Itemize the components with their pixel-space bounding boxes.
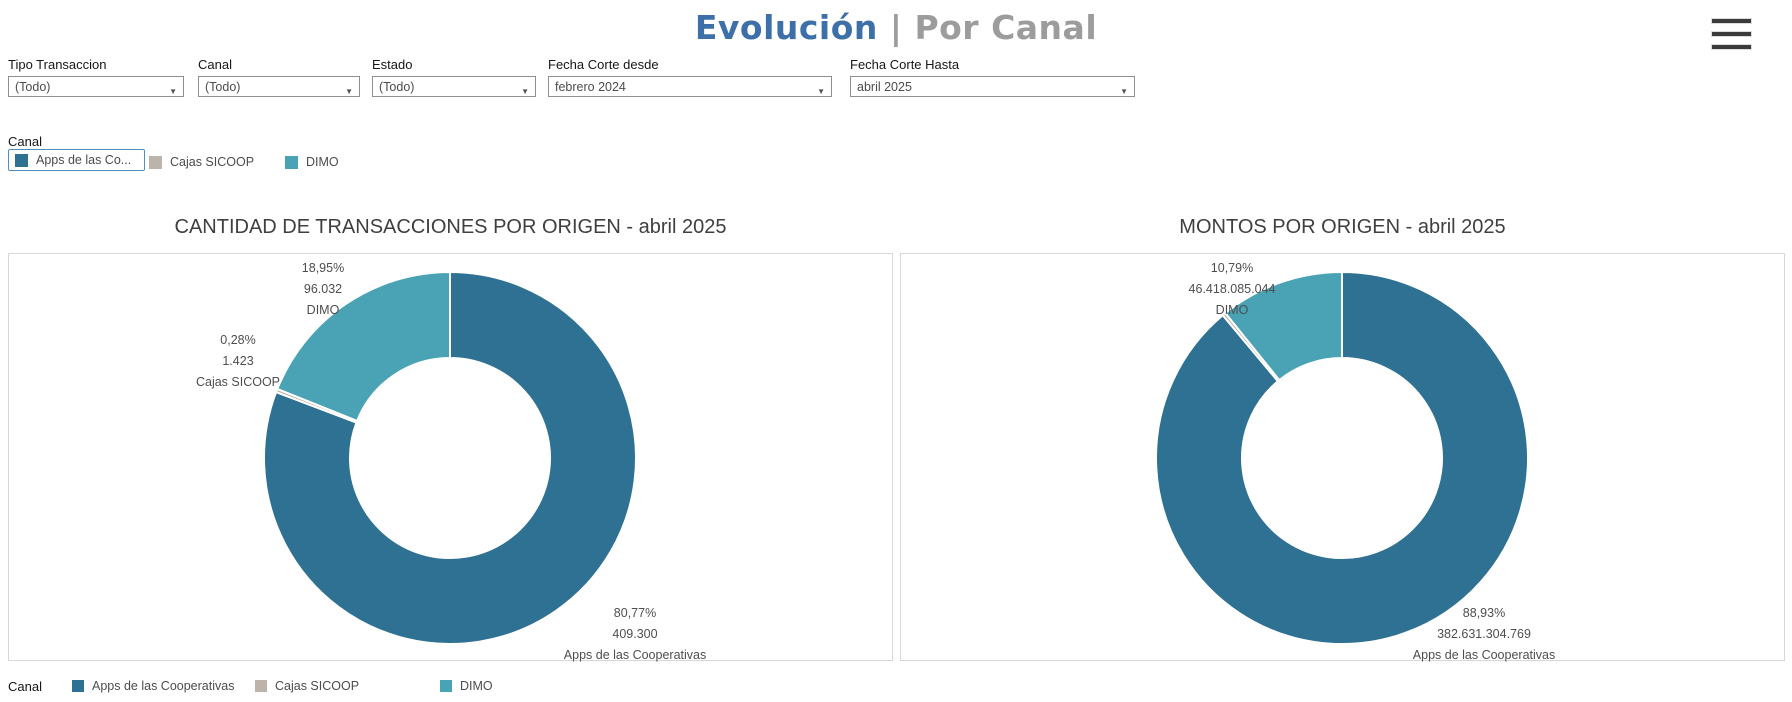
slice-label-apps: 80,77% 409.300 Apps de las Cooperativas [564, 603, 706, 666]
donut-chart-montos [1155, 270, 1529, 645]
bottom-legend-item-dimo[interactable]: DIMO [440, 679, 493, 693]
legend-swatch-apps-icon [72, 680, 84, 692]
donut-segment-dimo[interactable] [1223, 270, 1343, 382]
donut-segment-apps-de-las-cooperativas[interactable] [1155, 270, 1529, 645]
slice-name: Cajas SICOOP [195, 375, 281, 389]
filter-label-estado: Estado [372, 57, 413, 72]
highlight-legend-title: Canal [8, 134, 42, 149]
filter-dropdown-estado[interactable]: (Todo) ▼ [372, 76, 536, 97]
filter-label-fecha-corte-hasta: Fecha Corte Hasta [850, 57, 960, 72]
chevron-down-icon: ▼ [345, 87, 353, 96]
page-title-primary: Evolución [694, 8, 878, 47]
filter-label-fecha-corte-desde: Fecha Corte desde [548, 57, 659, 72]
filter-value: (Todo) [205, 80, 241, 94]
filter-label-canal: Canal [198, 57, 232, 72]
filter-dropdown-fecha-corte-desde[interactable]: febrero 2024 ▼ [548, 76, 832, 97]
donut-segment-dimo[interactable] [275, 270, 451, 423]
filter-label-tipo-transaccion: Tipo Transaccion [8, 57, 107, 72]
slice-name: Apps de las Cooperativas [1412, 648, 1556, 662]
chart-panel-montos: 10,79% 46.418.085.044 DIMO 88,93% 382.63… [900, 253, 1785, 662]
slice-percent: 10,79% [1210, 261, 1254, 275]
slice-percent: 0,28% [220, 333, 256, 347]
page-title: Evolución | Por Canal [0, 8, 1792, 47]
bottom-legend-title: Canal [8, 679, 42, 694]
chevron-down-icon: ▼ [1120, 87, 1128, 96]
filter-dropdown-canal[interactable]: (Todo) ▼ [198, 76, 360, 97]
filter-value: abril 2025 [857, 80, 912, 94]
hamburger-bar [1711, 31, 1752, 37]
legend-label: Apps de las Co... [36, 153, 132, 167]
slice-value: 382.631.304.769 [1437, 627, 1531, 641]
slice-value: 46.418.085.044 [1188, 282, 1276, 296]
chart-title-montos: MONTOS POR ORIGEN - abril 2025 [1179, 216, 1506, 238]
slice-value: 409.300 [612, 627, 658, 641]
filter-estado: Estado (Todo) ▼ [372, 57, 536, 97]
legend-swatch-dimo-icon [440, 680, 452, 692]
bottom-legend-item-cajas-sicoop[interactable]: Cajas SICOOP [255, 679, 359, 693]
legend-label: Cajas SICOOP [275, 679, 360, 693]
filter-dropdown-tipo-transaccion[interactable]: (Todo) ▼ [8, 76, 184, 97]
filter-value: (Todo) [15, 80, 51, 94]
donut-segment-apps-de-las-cooperativas[interactable] [263, 270, 637, 645]
slice-label-cajas-sicoop: 0,28% 1.423 Cajas SICOOP [196, 330, 280, 393]
legend-label: DIMO [460, 679, 493, 693]
highlight-legend-item-dimo[interactable]: DIMO [285, 151, 339, 173]
slice-name: Apps de las Cooperativas [563, 648, 707, 662]
slice-value: 1.423 [222, 354, 254, 368]
slice-percent: 80,77% [613, 606, 657, 620]
slice-label-apps: 88,93% 382.631.304.769 Apps de las Coope… [1413, 603, 1555, 666]
hamburger-menu-icon[interactable] [1711, 18, 1752, 57]
hamburger-bar [1711, 44, 1752, 50]
legend-label: DIMO [306, 155, 339, 169]
hamburger-bar [1711, 18, 1752, 24]
highlight-legend-item-cajas-sicoop[interactable]: Cajas SICOOP [149, 151, 254, 173]
chevron-down-icon: ▼ [521, 87, 529, 96]
page-title-separator: | [877, 8, 915, 47]
legend-swatch-dimo-icon [285, 155, 298, 169]
chevron-down-icon: ▼ [817, 87, 825, 96]
slice-value: 96.032 [303, 282, 343, 296]
highlight-legend-item-apps[interactable]: Apps de las Co... [8, 149, 145, 171]
chart-title-cantidad: CANTIDAD DE TRANSACCIONES POR ORIGEN - a… [174, 216, 727, 238]
bottom-legend-item-apps[interactable]: Apps de las Cooperativas [72, 679, 234, 693]
donut-chart-cantidad [263, 270, 637, 645]
legend-swatch-cajas-icon [255, 680, 267, 692]
slice-percent: 88,93% [1462, 606, 1506, 620]
filter-value: (Todo) [379, 80, 415, 94]
slice-label-dimo: 10,79% 46.418.085.044 DIMO [1189, 258, 1276, 321]
filter-tipo-transaccion: Tipo Transaccion (Todo) ▼ [8, 57, 184, 97]
filter-fecha-corte-desde: Fecha Corte desde febrero 2024 ▼ [548, 57, 832, 97]
filter-fecha-corte-hasta: Fecha Corte Hasta abril 2025 ▼ [850, 57, 1135, 97]
legend-swatch-apps-icon [15, 153, 28, 167]
filter-value: febrero 2024 [555, 80, 626, 94]
page-title-secondary: Por Canal [914, 8, 1098, 47]
legend-label: Cajas SICOOP [170, 155, 255, 169]
slice-name: DIMO [306, 303, 340, 317]
legend-swatch-cajas-icon [149, 155, 162, 169]
filter-dropdown-fecha-corte-hasta[interactable]: abril 2025 ▼ [850, 76, 1135, 97]
slice-label-dimo: 18,95% 96.032 DIMO [302, 258, 344, 321]
slice-name: DIMO [1215, 303, 1249, 317]
filter-canal: Canal (Todo) ▼ [198, 57, 360, 97]
slice-percent: 18,95% [301, 261, 345, 275]
chevron-down-icon: ▼ [169, 87, 177, 96]
chart-panel-cantidad: 18,95% 96.032 DIMO 0,28% 1.423 Cajas SIC… [8, 253, 893, 662]
legend-label: Apps de las Cooperativas [92, 679, 235, 693]
